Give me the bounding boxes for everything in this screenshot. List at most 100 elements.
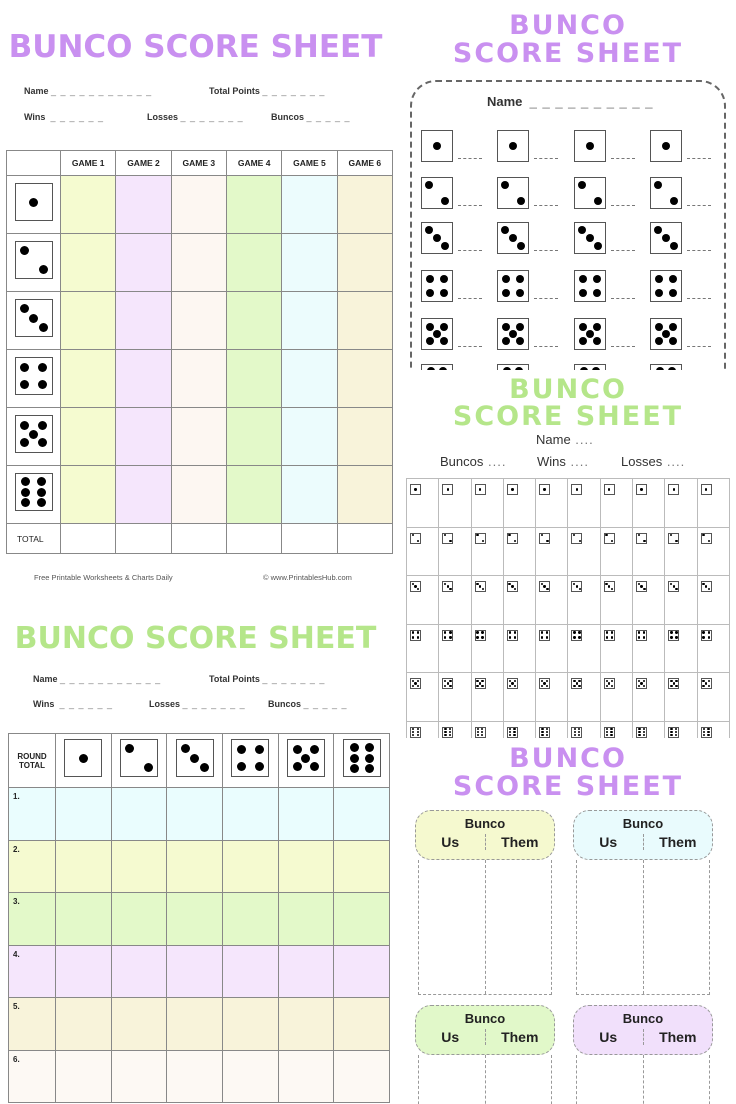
buncos-field[interactable]: Buncos _ _ _ _ _	[271, 112, 351, 122]
score-blank[interactable]	[534, 205, 558, 206]
score-cell[interactable]	[225, 175, 283, 234]
grid-cell[interactable]	[470, 478, 504, 528]
grid-cell[interactable]	[470, 575, 504, 625]
score-cell[interactable]	[55, 1049, 112, 1103]
score-cell[interactable]	[166, 839, 223, 893]
name-field[interactable]: Name _ _ _ _ _ _ _ _ _ _ _	[33, 674, 162, 684]
score-blank[interactable]	[458, 158, 482, 159]
total-cell[interactable]	[336, 523, 394, 554]
card-score-area[interactable]	[418, 860, 552, 995]
grid-cell[interactable]	[664, 575, 698, 625]
score-blank[interactable]	[534, 298, 558, 299]
name-field[interactable]: Name _ _ _ _ _ _ _ _ _ _	[487, 94, 654, 109]
score-cell[interactable]	[336, 465, 394, 524]
score-cell[interactable]	[221, 892, 279, 946]
grid-cell[interactable]	[502, 478, 537, 528]
grid-cell[interactable]	[696, 575, 731, 625]
grid-cell[interactable]	[535, 720, 569, 738]
score-cell[interactable]	[59, 349, 117, 408]
score-cell[interactable]	[277, 997, 335, 1051]
score-blank[interactable]	[687, 205, 711, 206]
grid-cell[interactable]	[502, 575, 537, 625]
score-cell[interactable]	[170, 465, 227, 524]
grid-cell[interactable]	[438, 672, 472, 722]
grid-cell[interactable]	[535, 623, 569, 673]
grid-cell[interactable]	[405, 720, 440, 738]
score-cell[interactable]	[115, 233, 172, 292]
score-cell[interactable]	[115, 465, 172, 524]
score-blank[interactable]	[611, 346, 635, 347]
grid-cell[interactable]	[567, 672, 601, 722]
name-field[interactable]: Name _ _ _ _ _ _ _ _ _ _ _	[24, 86, 153, 96]
score-cell[interactable]	[333, 1049, 390, 1103]
score-cell[interactable]	[110, 944, 168, 998]
score-cell[interactable]	[221, 839, 279, 893]
score-cell[interactable]	[225, 233, 283, 292]
grid-cell[interactable]	[664, 623, 698, 673]
card-score-area[interactable]	[576, 860, 710, 995]
score-cell[interactable]	[336, 175, 394, 234]
grid-cell[interactable]	[599, 526, 634, 576]
losses-field[interactable]: Losses ....	[621, 454, 686, 469]
score-cell[interactable]	[277, 787, 335, 841]
score-cell[interactable]	[115, 291, 172, 350]
grid-cell[interactable]	[502, 720, 537, 738]
score-cell[interactable]	[281, 233, 338, 292]
grid-cell[interactable]	[696, 623, 731, 673]
grid-cell[interactable]	[535, 575, 569, 625]
score-cell[interactable]	[333, 944, 390, 998]
name-field[interactable]: Name ....	[536, 432, 594, 447]
grid-cell[interactable]	[405, 478, 440, 528]
score-cell[interactable]	[170, 291, 227, 350]
grid-cell[interactable]	[405, 672, 440, 722]
total-points-field[interactable]: Total Points _ _ _ _ _ _ _	[209, 86, 326, 96]
score-cell[interactable]	[333, 892, 390, 946]
score-cell[interactable]	[115, 407, 172, 466]
score-cell[interactable]	[225, 349, 283, 408]
score-cell[interactable]	[59, 465, 117, 524]
losses-field[interactable]: Losses _ _ _ _ _ _ _	[149, 699, 246, 709]
score-cell[interactable]	[221, 997, 279, 1051]
buncos-field[interactable]: Buncos _ _ _ _ _	[268, 699, 348, 709]
score-blank[interactable]	[534, 250, 558, 251]
score-cell[interactable]	[59, 233, 117, 292]
score-cell[interactable]	[170, 407, 227, 466]
score-cell[interactable]	[277, 839, 335, 893]
score-cell[interactable]	[115, 175, 172, 234]
score-cell[interactable]	[225, 407, 283, 466]
score-blank[interactable]	[458, 205, 482, 206]
score-cell[interactable]	[166, 944, 223, 998]
score-cell[interactable]	[170, 233, 227, 292]
grid-cell[interactable]	[438, 575, 472, 625]
score-cell[interactable]	[166, 1049, 223, 1103]
card-score-area[interactable]	[418, 1055, 552, 1104]
score-cell[interactable]	[166, 787, 223, 841]
score-blank[interactable]	[687, 298, 711, 299]
score-cell[interactable]	[281, 291, 338, 350]
grid-cell[interactable]	[632, 720, 666, 738]
total-cell[interactable]	[59, 523, 117, 554]
score-cell[interactable]	[110, 787, 168, 841]
score-cell[interactable]	[55, 787, 112, 841]
score-blank[interactable]	[534, 346, 558, 347]
grid-cell[interactable]	[664, 720, 698, 738]
score-blank[interactable]	[458, 298, 482, 299]
buncos-field[interactable]: Buncos ....	[440, 454, 507, 469]
score-cell[interactable]	[59, 175, 117, 234]
score-blank[interactable]	[611, 250, 635, 251]
grid-cell[interactable]	[470, 526, 504, 576]
score-cell[interactable]	[110, 997, 168, 1051]
score-cell[interactable]	[55, 997, 112, 1051]
score-cell[interactable]	[281, 407, 338, 466]
card-score-area[interactable]	[576, 1055, 710, 1104]
score-cell[interactable]	[277, 944, 335, 998]
score-cell[interactable]	[225, 465, 283, 524]
score-blank[interactable]	[611, 158, 635, 159]
grid-cell[interactable]	[535, 526, 569, 576]
total-cell[interactable]	[281, 523, 338, 554]
grid-cell[interactable]	[696, 720, 731, 738]
score-blank[interactable]	[611, 205, 635, 206]
score-cell[interactable]	[221, 787, 279, 841]
grid-cell[interactable]	[664, 526, 698, 576]
score-cell[interactable]	[221, 1049, 279, 1103]
